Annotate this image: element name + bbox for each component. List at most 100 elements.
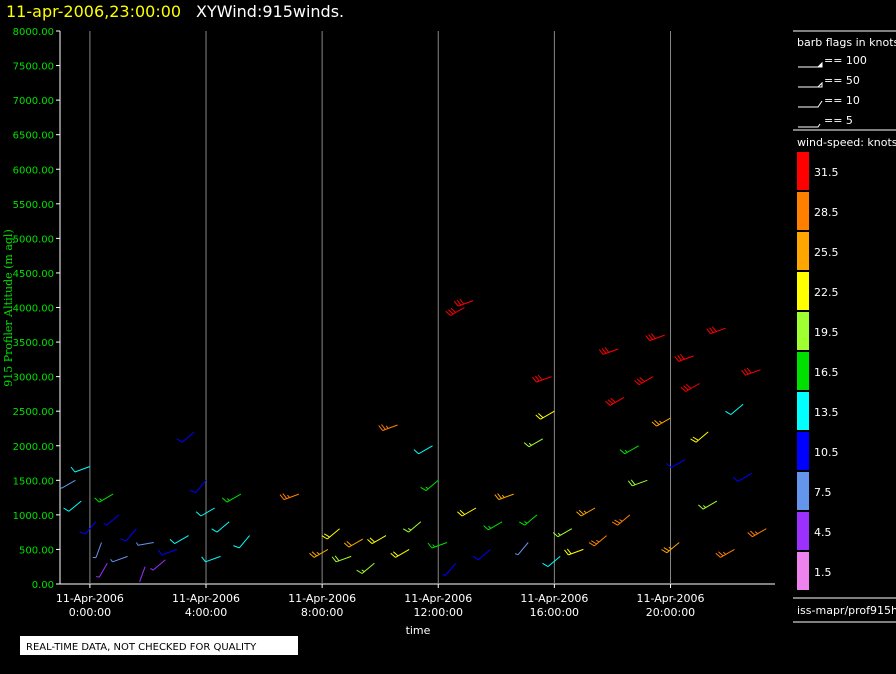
wind-barb (627, 479, 648, 487)
y-tick-label: 500.00 (19, 545, 54, 556)
barb-legend-entry: == 50 (824, 74, 860, 87)
color-scale-label: 4.5 (814, 526, 832, 539)
y-tick-label: 5500.00 (13, 200, 54, 211)
y-tick-label: 3500.00 (13, 338, 54, 349)
wind-barb (519, 514, 538, 526)
color-scale-label: 28.5 (814, 206, 839, 219)
color-scale-box (797, 232, 809, 270)
wind-barb (189, 479, 207, 494)
wind-barb (634, 376, 654, 386)
wind-barb (331, 555, 352, 563)
x-tick-label: 11-Apr-2006 (56, 592, 124, 605)
wind-barb (96, 563, 108, 578)
wind-barb (402, 521, 422, 533)
wind-barb (564, 548, 584, 556)
color-scale-box (797, 192, 809, 230)
wind-barb (195, 507, 215, 517)
wind-barb (741, 367, 761, 376)
y-axis-label: 915 Profiler Altitude (m agl) (2, 229, 15, 386)
color-scale-label: 13.5 (814, 406, 839, 419)
wind-barb (732, 472, 753, 482)
wind-barb (523, 438, 544, 448)
note-box (20, 636, 298, 655)
wind-barb (413, 445, 433, 455)
barb-symbol (798, 123, 821, 128)
barb-legend-symbols (798, 61, 823, 128)
wind-barb (457, 507, 477, 517)
color-scale-box (797, 552, 809, 590)
wind-barb (157, 548, 178, 556)
wind-barb (378, 424, 398, 431)
wind-barb (715, 548, 735, 558)
wind-barb (514, 542, 529, 556)
wind-barb (535, 410, 555, 420)
wind-barb (666, 459, 686, 469)
wind-barb (619, 445, 639, 455)
wind-barb (390, 548, 410, 558)
wind-barb (442, 562, 457, 576)
x-tick-label: 0:00:00 (69, 606, 111, 619)
barb-legend-entry: == 100 (824, 54, 867, 67)
wind-barb (611, 514, 631, 526)
wind-barb (598, 347, 619, 355)
barb-symbol (798, 61, 823, 68)
y-tick-label: 6000.00 (13, 165, 54, 176)
wind-barb (169, 535, 189, 545)
wind-barb (103, 514, 120, 526)
note: REAL-TIME DATA, NOT CHECKED FOR QUALITY (26, 642, 257, 653)
wind-barb (136, 542, 154, 546)
color-scale-box (797, 392, 809, 430)
wind-barb (92, 542, 102, 559)
color-scale-box (797, 512, 809, 550)
barb-symbol (798, 100, 823, 108)
wind-barb (279, 493, 300, 501)
wind-barb (110, 555, 128, 563)
y-tick-label: 5000.00 (13, 234, 54, 245)
y-tick-label: 4000.00 (13, 304, 54, 315)
color-scale-box (797, 432, 809, 470)
wind-barb (576, 507, 596, 517)
wind-barb (367, 535, 387, 545)
wind-barb (139, 566, 146, 582)
wind-barb (542, 556, 561, 568)
wind-barb (472, 549, 491, 561)
wind-barb (747, 528, 767, 538)
wind-barb (690, 431, 709, 443)
wind-barb (201, 555, 221, 563)
y-tick-label: 0.00 (32, 580, 54, 591)
y-tick-label: 7500.00 (13, 62, 54, 73)
x-axis-label: time (406, 624, 431, 637)
wind-barb (483, 521, 503, 531)
wind-barb (58, 479, 76, 489)
y-tick-label: 1000.00 (13, 511, 54, 522)
y-tick-label: 1500.00 (13, 476, 54, 487)
y-tick-label: 6500.00 (13, 131, 54, 142)
x-tick-label: 16:00:00 (530, 606, 579, 619)
wind-barb (356, 562, 375, 574)
wind-barb (63, 500, 82, 512)
color-scale-box (797, 352, 809, 390)
y-tick-label: 7000.00 (13, 96, 54, 107)
y-tick-label: 4500.00 (13, 269, 54, 280)
barb-legend-entry: == 5 (824, 114, 853, 127)
y-tick-label: 3000.00 (13, 373, 54, 384)
wind-barb (120, 528, 137, 542)
chart-subtitle: XYWind:915winds. (196, 2, 344, 21)
wind-barb (70, 466, 91, 473)
x-tick-label: 11-Apr-2006 (172, 592, 240, 605)
x-tick-label: 8:00:00 (301, 606, 343, 619)
y-tick-label: 2000.00 (13, 442, 54, 453)
wind-barb (645, 333, 665, 342)
wind-barb (706, 326, 726, 335)
source: iss-mapr/prof915h (797, 604, 896, 617)
wind-barb (725, 403, 744, 416)
color-scale-box (797, 272, 809, 310)
x-tick-label: 4:00:00 (185, 606, 227, 619)
color-scale-title: wind-speed: knots (797, 136, 896, 149)
y-tick-label: 2500.00 (13, 407, 54, 418)
wind-barb (79, 521, 97, 535)
wind-barb (674, 353, 694, 362)
color-scale-label: 19.5 (814, 326, 839, 339)
wind-barb (420, 479, 439, 492)
